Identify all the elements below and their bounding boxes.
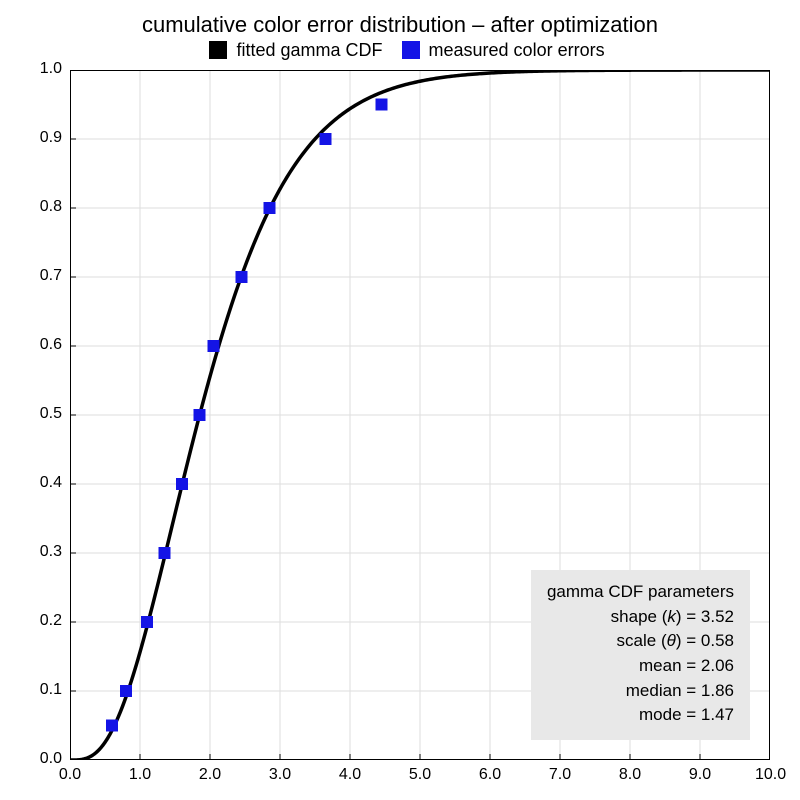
y-tick-label: 0.8	[40, 198, 62, 216]
data-point	[236, 271, 248, 283]
gamma-params-box: gamma CDF parameters shape (k) = 3.52 sc…	[531, 570, 750, 740]
x-tick-label: 4.0	[335, 766, 365, 784]
param-shape: shape (k) = 3.52	[547, 605, 734, 630]
data-point	[106, 720, 118, 732]
y-tick-label: 0.4	[40, 474, 62, 492]
data-point	[159, 547, 171, 559]
plot-area: gamma CDF parameters shape (k) = 3.52 sc…	[70, 70, 770, 760]
x-tick-label: 10.0	[755, 766, 785, 784]
legend-label-fitted: fitted gamma CDF	[236, 40, 382, 60]
data-point	[208, 340, 220, 352]
y-tick-label: 0.2	[40, 612, 62, 630]
data-point	[264, 202, 276, 214]
y-tick-label: 0.1	[40, 681, 62, 699]
x-tick-label: 5.0	[405, 766, 435, 784]
x-tick-label: 0.0	[55, 766, 85, 784]
data-point	[176, 478, 188, 490]
data-point	[194, 409, 206, 421]
x-tick-label: 2.0	[195, 766, 225, 784]
y-tick-label: 0.9	[40, 129, 62, 147]
data-point	[320, 133, 332, 145]
legend-swatch-measured	[402, 41, 420, 59]
y-tick-label: 1.0	[40, 60, 62, 78]
param-mode: mode = 1.47	[547, 703, 734, 728]
x-tick-label: 8.0	[615, 766, 645, 784]
y-tick-label: 0.3	[40, 543, 62, 561]
chart-container: cumulative color error distribution – af…	[0, 0, 800, 800]
param-median: median = 1.86	[547, 679, 734, 704]
data-point	[120, 685, 132, 697]
legend-label-measured: measured color errors	[429, 40, 605, 60]
legend-swatch-fitted	[209, 41, 227, 59]
x-tick-label: 6.0	[475, 766, 505, 784]
y-tick-label: 0.5	[40, 405, 62, 423]
chart-title: cumulative color error distribution – af…	[0, 12, 800, 38]
param-scale: scale (θ) = 0.58	[547, 629, 734, 654]
y-tick-label: 0.6	[40, 336, 62, 354]
x-tick-label: 1.0	[125, 766, 155, 784]
y-tick-label: 0.7	[40, 267, 62, 285]
data-point	[141, 616, 153, 628]
params-title: gamma CDF parameters	[547, 580, 734, 605]
data-point	[376, 99, 388, 111]
x-tick-label: 7.0	[545, 766, 575, 784]
param-mean: mean = 2.06	[547, 654, 734, 679]
chart-legend: fitted gamma CDF measured color errors	[0, 40, 800, 61]
x-tick-label: 9.0	[685, 766, 715, 784]
x-tick-label: 3.0	[265, 766, 295, 784]
